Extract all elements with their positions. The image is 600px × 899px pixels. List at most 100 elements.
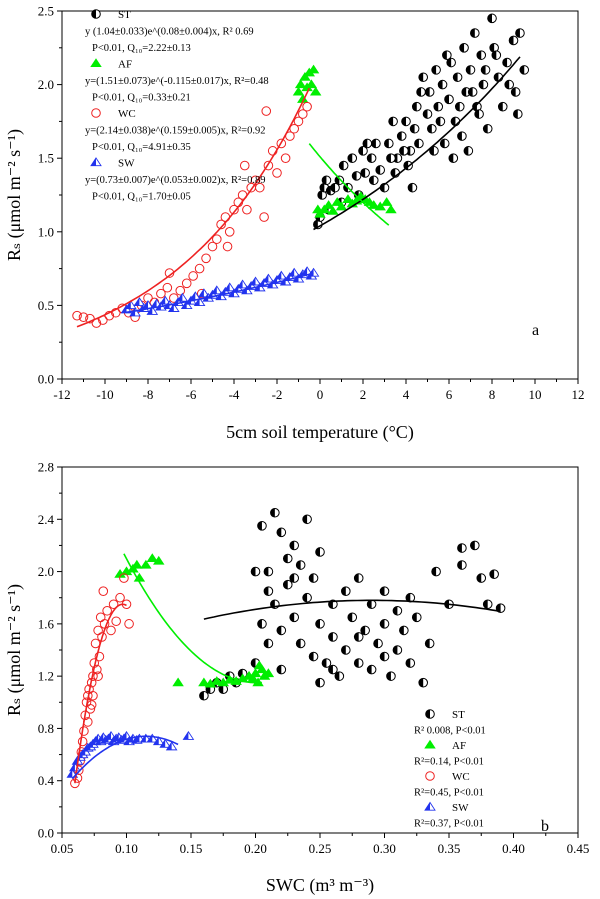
data-point-sw — [275, 270, 288, 280]
y-tick-label: 0.0 — [38, 826, 54, 841]
data-point-wc — [88, 690, 98, 701]
data-point-st — [418, 677, 429, 688]
data-point-wc — [94, 651, 105, 662]
data-point-wc — [259, 212, 269, 222]
data-point-st — [308, 573, 319, 583]
data-point-sw — [146, 733, 159, 743]
data-point-wc — [72, 310, 82, 321]
data-point-wc — [98, 586, 109, 596]
data-point-st — [392, 645, 403, 655]
data-point-st — [276, 625, 287, 636]
legend-label-st: ST — [452, 709, 465, 721]
y-tick-label: 2.8 — [38, 460, 54, 475]
data-point-st — [353, 573, 364, 583]
legend-marker-sw — [90, 157, 102, 167]
data-point-wc — [272, 168, 282, 178]
data-point-st — [508, 35, 519, 46]
y-tick-label: 1.2 — [38, 669, 54, 684]
data-point-af — [211, 676, 223, 685]
legend-stats-st: R² 0.008, P<0.01 — [414, 726, 486, 737]
legend-equation-wc: y=(2.14±0.038)e^(0.159±0.005)x, R²=0.92 — [85, 126, 265, 137]
data-point-wc — [85, 313, 95, 324]
data-point-sw — [152, 736, 165, 746]
data-point-st — [510, 87, 521, 97]
data-point-wc — [222, 241, 233, 252]
data-point-st — [282, 579, 293, 590]
data-point-st — [431, 566, 441, 577]
data-point-wc — [78, 312, 89, 322]
data-point-st — [463, 146, 474, 156]
data-point-sw — [210, 285, 223, 295]
data-point-wc — [156, 288, 166, 299]
data-point-af — [318, 204, 331, 214]
data-point-sw — [288, 267, 301, 277]
data-point-st — [519, 65, 530, 75]
data-point-st — [276, 527, 287, 538]
data-point-wc — [280, 153, 291, 163]
data-point-wc — [93, 671, 103, 681]
fit-curve-af — [123, 553, 262, 684]
data-point-sw — [159, 295, 172, 305]
data-point-st — [480, 65, 491, 75]
data-point-af — [294, 79, 307, 89]
data-point-wc — [212, 234, 222, 244]
data-point-st — [478, 79, 489, 90]
data-point-st — [362, 138, 373, 149]
data-point-wc — [175, 285, 186, 296]
data-point-af — [327, 205, 339, 215]
fit-curve-wc — [76, 87, 311, 328]
data-point-st — [427, 123, 437, 134]
data-point-st — [454, 101, 465, 112]
x-axis-label: SWC (m³ m⁻³) — [266, 875, 374, 896]
data-point-st — [379, 619, 390, 629]
data-point-st — [289, 612, 300, 623]
legend-label-af: AF — [452, 740, 466, 752]
data-point-st — [429, 146, 439, 156]
data-point-st — [351, 171, 362, 181]
y-tick-label: 0.4 — [38, 773, 55, 788]
data-point-wc — [242, 204, 252, 215]
data-point-sw — [133, 297, 146, 307]
data-point-st — [315, 547, 325, 557]
fit-curve-af — [308, 143, 390, 226]
data-point-st — [418, 72, 429, 83]
data-point-st — [282, 553, 293, 564]
data-point-st — [457, 560, 467, 570]
x-tick-label: -8 — [143, 387, 154, 402]
fit-curve-sw — [71, 735, 179, 780]
data-point-sw — [198, 288, 210, 298]
data-point-st — [308, 651, 319, 662]
legend-marker-af — [424, 739, 436, 749]
x-tick-label: 10 — [529, 387, 542, 402]
data-point-af — [322, 200, 335, 209]
data-point-af — [140, 559, 152, 569]
data-point-st — [450, 116, 461, 127]
data-point-wc — [124, 619, 134, 629]
data-point-st — [411, 101, 422, 112]
data-point-st — [386, 671, 396, 681]
legend-stats-wc: R²=0.45, P<0.01 — [414, 788, 484, 799]
data-point-wc — [90, 638, 101, 649]
data-point-st — [497, 101, 508, 112]
data-point-st — [411, 612, 422, 623]
x-tick-label: 12 — [572, 387, 585, 402]
data-point-wc — [229, 204, 239, 215]
data-point-st — [442, 50, 452, 60]
data-point-sw — [120, 304, 133, 314]
fit-curve-wc — [74, 603, 127, 784]
data-point-st — [388, 116, 398, 127]
data-point-wc — [110, 307, 121, 318]
legend: ST y (1.04±0.033)e^(0.08±0.004)x, R² 0.69… — [85, 9, 269, 203]
x-tick-label: -10 — [96, 387, 113, 402]
data-point-wc — [104, 310, 115, 321]
data-point-wc — [95, 612, 106, 623]
data-point-wc — [276, 138, 287, 149]
data-point-st — [358, 146, 368, 156]
legend-label-sw: SW — [118, 158, 135, 170]
data-point-st — [459, 43, 469, 53]
data-point-st — [321, 175, 332, 186]
data-point-wc — [194, 263, 205, 274]
data-point-st — [276, 664, 287, 675]
data-point-wc — [298, 109, 308, 119]
legend-equation-st: y (1.04±0.033)e^(0.08±0.004)x, R² 0.69 — [85, 27, 254, 38]
